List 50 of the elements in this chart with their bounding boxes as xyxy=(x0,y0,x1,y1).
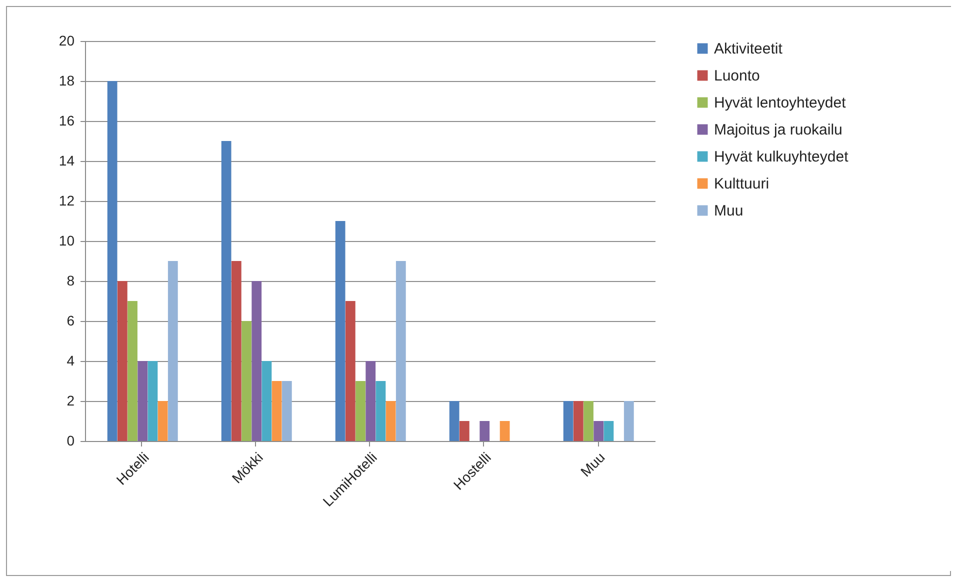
bar xyxy=(272,381,282,441)
y-tick-label: 6 xyxy=(66,312,75,328)
bar xyxy=(282,381,292,441)
bar xyxy=(168,261,178,441)
y-tick-label: 16 xyxy=(58,112,75,128)
legend-label: Majoitus ja ruokailu xyxy=(714,122,842,138)
bar xyxy=(128,301,138,441)
bar xyxy=(449,401,460,441)
y-tick-label: 10 xyxy=(58,232,75,248)
y-tick-label: 20 xyxy=(58,32,75,48)
bar xyxy=(107,81,118,441)
bar xyxy=(584,401,594,441)
bar xyxy=(624,401,634,441)
bar xyxy=(252,281,262,441)
legend-label: Muu xyxy=(714,202,744,220)
y-tick-label: 18 xyxy=(58,72,75,88)
bar xyxy=(158,401,168,441)
bar xyxy=(117,281,128,441)
y-tick-label: 2 xyxy=(66,392,75,408)
bar xyxy=(386,401,396,441)
bar xyxy=(366,361,376,441)
bar xyxy=(138,361,148,441)
y-tick-label: 0 xyxy=(66,432,75,448)
bar xyxy=(345,301,356,441)
bar xyxy=(594,421,604,441)
bar xyxy=(242,321,252,441)
bar xyxy=(480,421,490,441)
y-tick-label: 4 xyxy=(66,352,75,368)
legend-label: Hyvät lentoyhteydet xyxy=(714,94,847,112)
x-tick-label: Muu xyxy=(577,449,608,480)
bar xyxy=(500,421,510,441)
legend-label: Kulttuuri xyxy=(714,176,770,192)
legend-label: Hyvät kulkuyhteydet xyxy=(714,148,850,166)
bar xyxy=(148,361,158,441)
legend-label: Aktiviteetit xyxy=(714,40,784,58)
y-tick-label: 12 xyxy=(58,192,75,208)
bar xyxy=(604,421,614,441)
bar xyxy=(459,421,470,441)
bar xyxy=(262,361,272,441)
bar xyxy=(231,261,242,441)
bar xyxy=(396,261,406,441)
legend-label: Luonto xyxy=(714,68,760,84)
bar xyxy=(573,401,584,441)
y-tick-label: 8 xyxy=(66,272,75,288)
bar xyxy=(356,381,366,441)
y-tick-label: 14 xyxy=(58,152,75,168)
bar xyxy=(221,141,232,441)
bar xyxy=(563,401,574,441)
bar xyxy=(376,381,386,441)
bar xyxy=(335,221,346,441)
